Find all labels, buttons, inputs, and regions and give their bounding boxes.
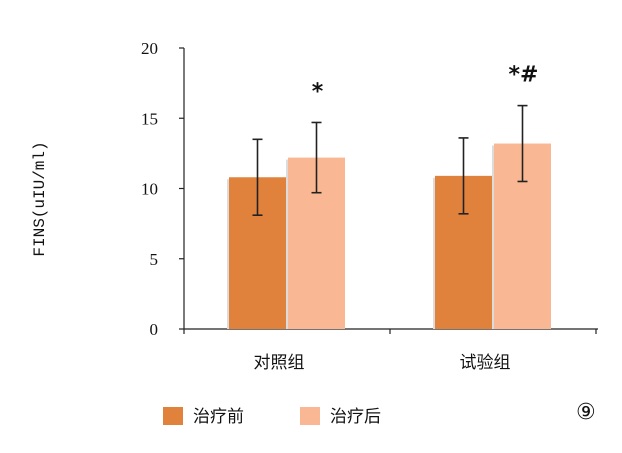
y-ticks: 0 5 10 15 20 xyxy=(141,39,184,339)
bar-shadow xyxy=(227,179,229,329)
x-category-label: 试验组 xyxy=(460,353,511,372)
x-category-labels: 对照组 试验组 xyxy=(183,329,597,372)
significance-mark: *# xyxy=(509,63,539,88)
y-tick-label: 10 xyxy=(141,180,158,199)
significance-mark: * xyxy=(312,79,324,104)
legend: 治疗前 治疗后 xyxy=(163,407,381,426)
y-tick-label: 5 xyxy=(150,250,159,269)
bar-shadow xyxy=(492,145,494,329)
bar-shadow xyxy=(286,159,288,329)
legend-label-after: 治疗后 xyxy=(330,407,381,426)
y-tick-label: 15 xyxy=(141,109,158,128)
y-tick-label: 20 xyxy=(141,39,158,58)
panel-label: ⑨ xyxy=(576,400,596,425)
legend-swatch-before xyxy=(163,407,183,425)
bars xyxy=(227,143,551,329)
bar-shadow xyxy=(433,177,435,329)
legend-swatch-after xyxy=(300,407,320,425)
error-bars xyxy=(252,104,528,216)
significance-annotations: * *# xyxy=(312,63,539,105)
y-tick-label: 0 xyxy=(150,320,159,339)
y-axis-title: FINS(uIU/ml) xyxy=(31,141,49,256)
x-category-label: 对照组 xyxy=(254,353,305,372)
legend-label-before: 治疗前 xyxy=(193,407,244,426)
